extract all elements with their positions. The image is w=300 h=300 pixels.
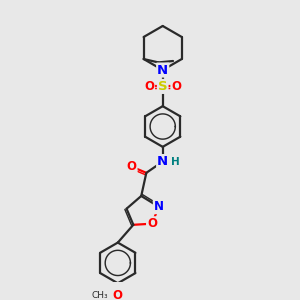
Text: N: N xyxy=(154,200,164,213)
Text: H: H xyxy=(171,157,179,166)
Text: O: O xyxy=(127,160,136,173)
Text: S: S xyxy=(158,80,167,93)
Text: O: O xyxy=(144,80,154,93)
Text: N: N xyxy=(157,64,168,76)
Text: CH₃: CH₃ xyxy=(92,292,109,300)
Text: O: O xyxy=(113,290,123,300)
Text: O: O xyxy=(171,80,181,93)
Text: N: N xyxy=(157,155,168,168)
Text: O: O xyxy=(147,217,157,230)
